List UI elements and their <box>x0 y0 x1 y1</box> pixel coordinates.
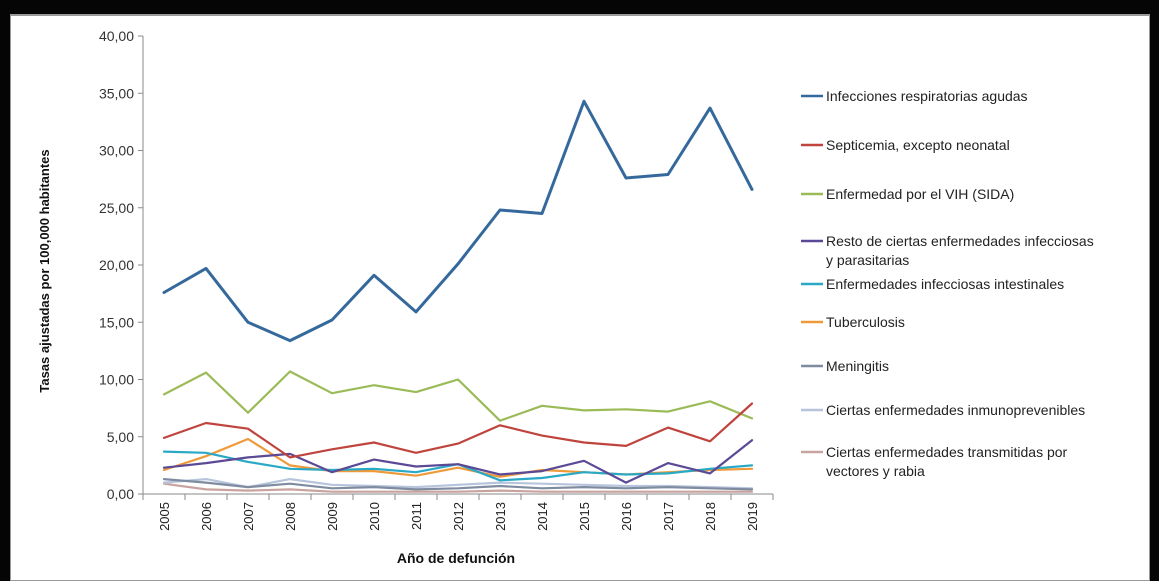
x-tick-label: 2005 <box>157 502 172 531</box>
x-tick-label: 2018 <box>703 502 718 531</box>
series-line <box>162 482 754 493</box>
legend-label: Infecciones respiratorias agudas <box>826 88 1028 104</box>
x-tick-label: 2009 <box>325 502 340 531</box>
series-line <box>162 478 754 491</box>
y-tick-label: 10,00 <box>99 372 134 388</box>
x-tick-label: 2015 <box>577 502 592 531</box>
x-tick-label: 2006 <box>199 502 214 531</box>
y-tick-label: 40,00 <box>99 28 134 44</box>
axes: 0,00 5,00 10,00 15,00 20,00 25,00 30,00 35,00 40… <box>99 28 774 531</box>
x-tick-label: 2016 <box>619 502 634 531</box>
legend-label: Enfermedades infecciosas intestinales <box>826 276 1064 292</box>
legend-label: Tuberculosis <box>826 314 905 330</box>
y-tick-label: 15,00 <box>99 314 134 330</box>
legend-label: Resto de ciertas enfermedades infecciosa… <box>826 233 1094 268</box>
y-tick-label: 0,00 <box>107 486 134 502</box>
series-line <box>162 370 754 422</box>
y-tick-label: 5,00 <box>107 429 134 445</box>
legend-label: Enfermedad por el VIH (SIDA) <box>826 186 1014 202</box>
x-tick-label: 2007 <box>241 502 256 531</box>
x-tick-label: 2011 <box>409 502 424 530</box>
y-tick-label: 30,00 <box>99 143 134 159</box>
series-line <box>162 439 754 484</box>
legend-label: Ciertas enfermedades inmunoprevenibles <box>826 402 1085 418</box>
x-tick-label: 2008 <box>283 502 298 531</box>
legend-label: Septicemia, excepto neonatal <box>826 137 1010 153</box>
series-line <box>162 99 754 343</box>
x-tick-label: 2019 <box>745 502 760 531</box>
legend-label: Meningitis <box>826 358 889 374</box>
series-lines <box>162 99 754 493</box>
y-tick-label: 20,00 <box>99 257 134 273</box>
x-axis-label: Año de defunción <box>397 550 515 566</box>
y-tick-label: 25,00 <box>99 200 134 216</box>
x-tick-label: 2017 <box>661 502 676 531</box>
y-tick-label: 35,00 <box>99 85 134 101</box>
legend: Infecciones respiratorias agudas Septicem… <box>801 88 1094 479</box>
x-tick-label: 2014 <box>535 502 550 531</box>
y-axis-label: Tasas ajustadas por 100,000 habitantes <box>37 149 52 392</box>
x-tick-label: 2010 <box>367 502 382 531</box>
x-tick-label: 2013 <box>493 502 508 531</box>
series-line <box>162 402 754 459</box>
x-tick-label: 2012 <box>451 502 466 531</box>
line-chart: 0,00 5,00 10,00 15,00 20,00 25,00 30,00 35,00 40… <box>37 28 1094 566</box>
chart-area: 0,00 5,00 10,00 15,00 20,00 25,00 30,00 35,00 40… <box>10 14 1150 581</box>
legend-label: Ciertas enfermedades transmitidas por vec… <box>826 444 1068 479</box>
series-line <box>162 478 754 490</box>
